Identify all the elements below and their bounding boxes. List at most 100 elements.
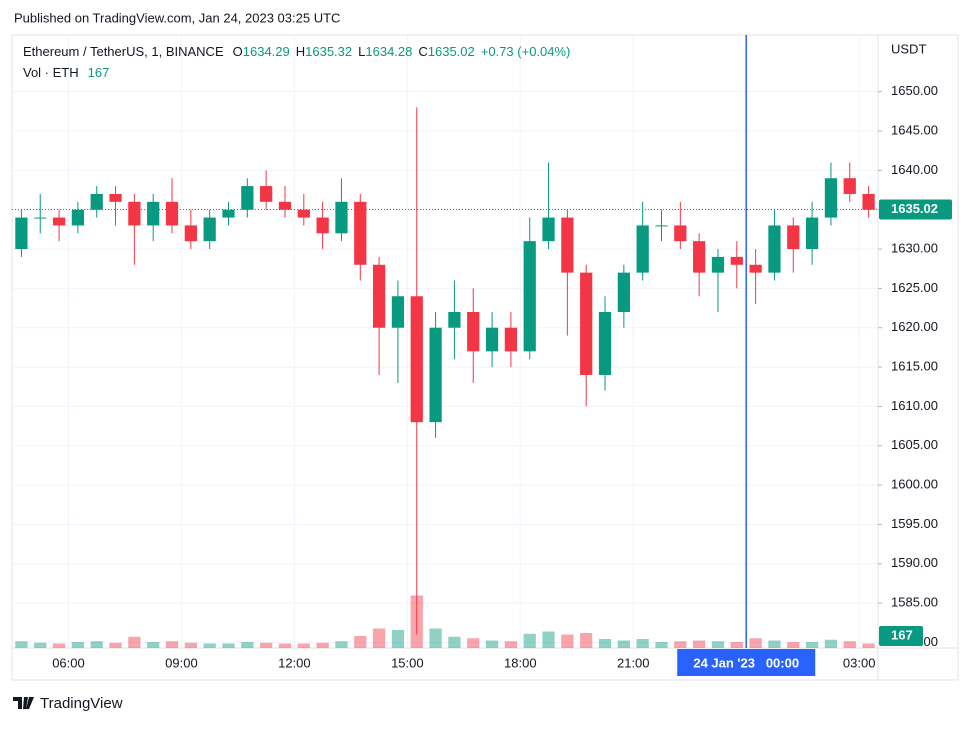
y-tick-label: 1625.00 <box>891 280 938 295</box>
x-tick-label: 03:00 <box>843 655 876 670</box>
volume-bar <box>824 639 838 648</box>
volume-bar <box>354 636 367 648</box>
volume-bar <box>768 640 781 648</box>
volume-bar <box>693 640 706 648</box>
candle-body <box>316 217 329 234</box>
volume-bar <box>222 643 235 648</box>
last-volume-box <box>879 626 923 646</box>
candle-body <box>165 201 179 226</box>
y-tick-label: 1600.00 <box>891 477 938 492</box>
volume-bar <box>391 630 405 648</box>
volume-bar <box>674 641 687 648</box>
candle-body <box>467 311 480 352</box>
candle-body <box>260 186 273 202</box>
candle-body <box>805 217 819 250</box>
candle-body <box>711 256 725 273</box>
ohlc-label: L <box>358 44 365 59</box>
volume-bar <box>561 634 574 648</box>
candle-body <box>203 217 216 242</box>
candle-body <box>128 201 141 226</box>
candle-body <box>580 272 593 375</box>
ohlc-value: 1635.02 <box>428 44 475 59</box>
volume-bar <box>52 643 66 648</box>
candle-body <box>372 264 386 328</box>
volume-bar <box>297 643 310 648</box>
candle-body <box>636 225 649 273</box>
volume-bar <box>467 638 480 648</box>
candle-body <box>730 256 743 265</box>
candle-body <box>354 201 367 265</box>
candle-body <box>448 311 461 328</box>
volume-bar <box>504 641 518 648</box>
candle-body <box>297 209 310 218</box>
ohlc-label: H <box>296 44 305 59</box>
axes: 1580.001585.001590.001595.001600.001605.… <box>12 35 952 676</box>
brand: TradingView <box>40 695 123 712</box>
volume-bar <box>580 633 593 648</box>
chart-frame <box>11 34 959 681</box>
grid <box>12 35 878 648</box>
candle-body <box>391 296 405 328</box>
y-tick-label: 1590.00 <box>891 555 938 570</box>
ohlc-value: 1634.29 <box>243 44 290 59</box>
x-tick-label: 18:00 <box>504 655 537 670</box>
candle-body <box>147 201 160 226</box>
last-price-box <box>879 199 952 220</box>
volume-bar <box>749 638 762 648</box>
candle-body <box>693 241 706 273</box>
candle-body <box>674 225 687 242</box>
volume-bar <box>184 642 197 648</box>
last-price-label: 1635.02 <box>891 201 938 216</box>
candle-body <box>410 296 423 423</box>
candle-body <box>768 225 781 273</box>
volume-bar <box>147 642 160 648</box>
candle-body <box>34 217 47 219</box>
candle-body <box>787 225 800 250</box>
volume-bar <box>128 636 141 648</box>
volume-bar <box>203 643 216 648</box>
crosshair-label: 24 Jan '23 00:00 <box>693 655 799 670</box>
y-tick-label: 1605.00 <box>891 437 938 452</box>
candle-body <box>749 264 762 273</box>
volume-bar <box>862 643 875 648</box>
volume-value: 167 <box>88 65 110 80</box>
volume-bar <box>598 639 612 648</box>
candle-body <box>542 217 555 242</box>
volume-bar <box>429 628 442 648</box>
y-tick-label: 1615.00 <box>891 359 938 374</box>
volume-label: Vol · ETH <box>23 65 79 80</box>
brand-logo <box>13 697 34 709</box>
crosshair-box <box>677 649 816 676</box>
candle-body <box>241 186 254 210</box>
candle-body <box>71 209 85 226</box>
candle-body <box>561 217 574 273</box>
volume-bar <box>278 643 292 648</box>
candle-body <box>655 225 668 227</box>
y-tick-label: 1620.00 <box>891 319 938 334</box>
y-tick-label: 1585.00 <box>891 595 938 610</box>
volume-bar <box>523 633 536 648</box>
candle-body <box>109 193 122 202</box>
volume-bar <box>485 640 499 648</box>
volume-bar <box>655 642 668 648</box>
candle-body <box>824 178 838 218</box>
volume-bar <box>109 642 122 648</box>
x-tick-label: 06:00 <box>52 655 85 670</box>
legend-line: Ethereum / TetherUS, 1, BINANCE O1634.29 H… <box>23 44 570 59</box>
x-tick-label: 15:00 <box>391 655 424 670</box>
volume-legend: Vol · ETH 167 <box>23 65 109 80</box>
volume-bar <box>260 642 273 648</box>
volume-bar <box>805 642 819 648</box>
candle-body <box>335 201 348 234</box>
y-tick-label: 1610.00 <box>891 398 938 413</box>
candle-body <box>90 193 103 210</box>
x-tick-label: 21:00 <box>617 655 650 670</box>
ohlc-value: 1634.28 <box>365 44 412 59</box>
change: +0.73 (+0.04%) <box>481 44 571 59</box>
volume-bar <box>711 641 725 648</box>
candle-body <box>184 225 197 242</box>
volume-bar <box>542 631 555 648</box>
candle-body <box>598 311 612 375</box>
volume-bar <box>730 642 743 648</box>
